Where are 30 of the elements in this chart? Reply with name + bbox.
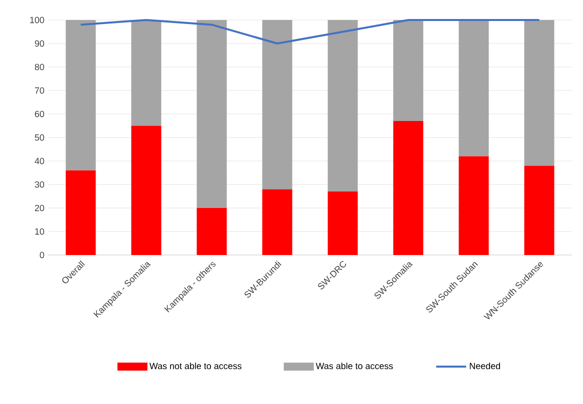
y-tick-label: 90 [34, 40, 44, 47]
y-tick-label: 60 [34, 110, 44, 118]
legend-label: Was not able to access [149, 362, 242, 370]
bar [262, 189, 292, 256]
bar [262, 20, 292, 190]
y-tick-label: 100 [30, 16, 44, 24]
bar [393, 20, 424, 122]
y-tick-label: 70 [34, 87, 44, 94]
bar [196, 208, 227, 256]
y-tick-label: 0 [40, 252, 44, 258]
bar [458, 156, 489, 256]
bar [524, 166, 554, 256]
y-tick-label: 50 [34, 134, 44, 141]
legend-label: Needed [470, 362, 500, 370]
legend-label: Was able to access [316, 362, 393, 370]
bar [328, 20, 358, 192]
y-tick-label: 10 [35, 228, 44, 235]
bar [196, 20, 227, 208]
bar [328, 192, 358, 256]
y-tick-label: 40 [34, 158, 44, 164]
bar [66, 20, 96, 170]
bar [66, 170, 96, 256]
bar [458, 20, 489, 156]
bar [393, 121, 424, 256]
y-tick-label: 30 [34, 181, 44, 188]
y-tick-label: 80 [34, 64, 44, 70]
bar [524, 20, 554, 166]
y-tick-label: 20 [34, 204, 44, 212]
bar [131, 20, 162, 126]
bar [131, 126, 162, 256]
